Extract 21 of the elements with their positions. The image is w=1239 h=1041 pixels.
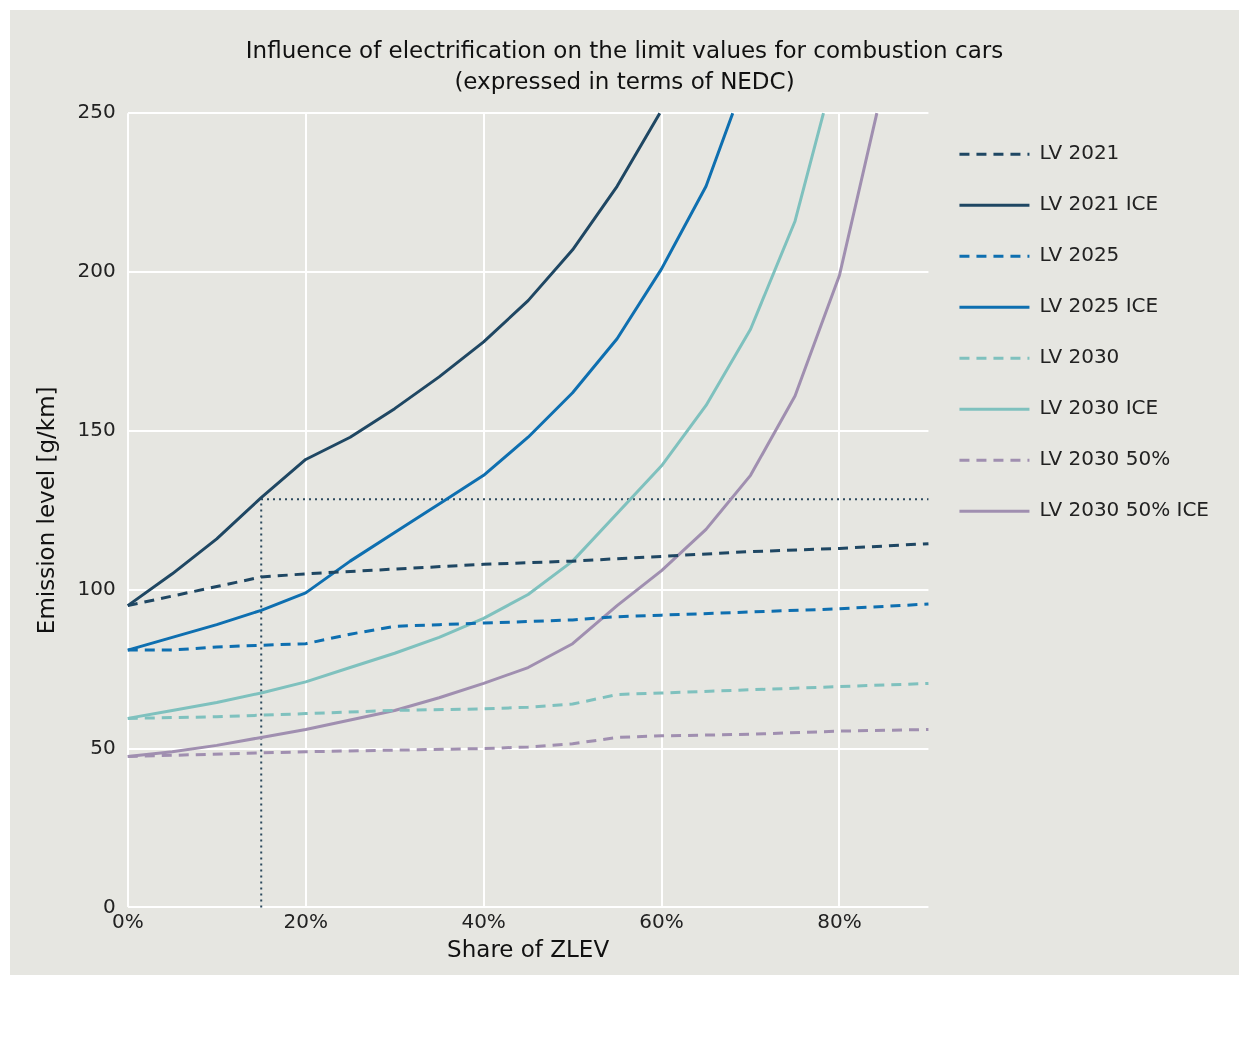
y-tick-label: 250 xyxy=(77,99,116,124)
legend-label: LV 2025 xyxy=(1039,242,1120,267)
y-axis-title: Emission level [g/km] xyxy=(32,386,59,635)
legend-label: LV 2030 50% ICE xyxy=(1039,497,1210,522)
x-tick-label: 20% xyxy=(283,908,328,933)
x-axis-title: Share of ZLEV xyxy=(447,936,610,963)
x-tick-label: 60% xyxy=(639,908,684,933)
x-tick-label: 40% xyxy=(461,908,506,933)
x-tick-label: 80% xyxy=(817,908,862,933)
legend-label: LV 2021 ICE xyxy=(1039,191,1159,216)
y-tick-label: 150 xyxy=(77,417,116,442)
legend-label: LV 2030 ICE xyxy=(1039,395,1159,420)
y-tick-label: 50 xyxy=(90,734,116,759)
legend-label: LV 2030 xyxy=(1039,344,1120,369)
chart-subtitle: (expressed in terms of NEDC) xyxy=(454,68,795,95)
y-tick-label: 100 xyxy=(77,575,116,600)
legend-label: LV 2025 ICE xyxy=(1039,293,1159,318)
y-tick-label: 200 xyxy=(77,258,116,283)
chart-title: Influence of electrification on the limit values for combustion cars xyxy=(245,36,1004,63)
legend-label: LV 2021 xyxy=(1039,140,1120,165)
legend-label: LV 2030 50% xyxy=(1039,446,1171,471)
